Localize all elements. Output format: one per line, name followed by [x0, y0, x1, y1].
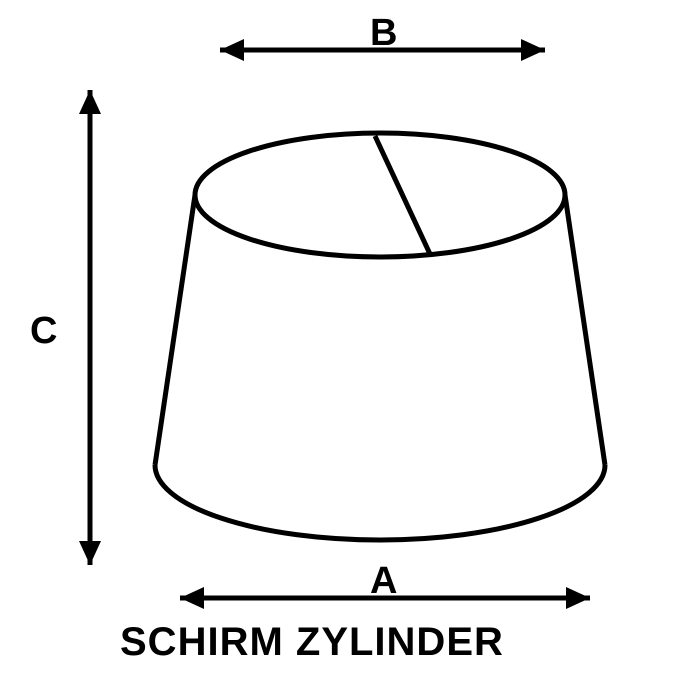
- cylinder-right-side: [565, 195, 605, 465]
- cylinder-bottom-arc: [155, 465, 605, 540]
- label-c: C: [30, 310, 57, 353]
- label-a: A: [370, 560, 397, 603]
- label-b: B: [370, 12, 397, 55]
- dimension-arrow-c: [79, 90, 101, 565]
- diagram-title: SCHIRM ZYLINDER: [120, 620, 504, 665]
- cylinder-left-side: [155, 195, 195, 465]
- cylinder-strut: [375, 136, 430, 254]
- cylinder-drawing: [0, 0, 700, 700]
- diagram-canvas: B A C SCHIRM ZYLINDER: [0, 0, 700, 700]
